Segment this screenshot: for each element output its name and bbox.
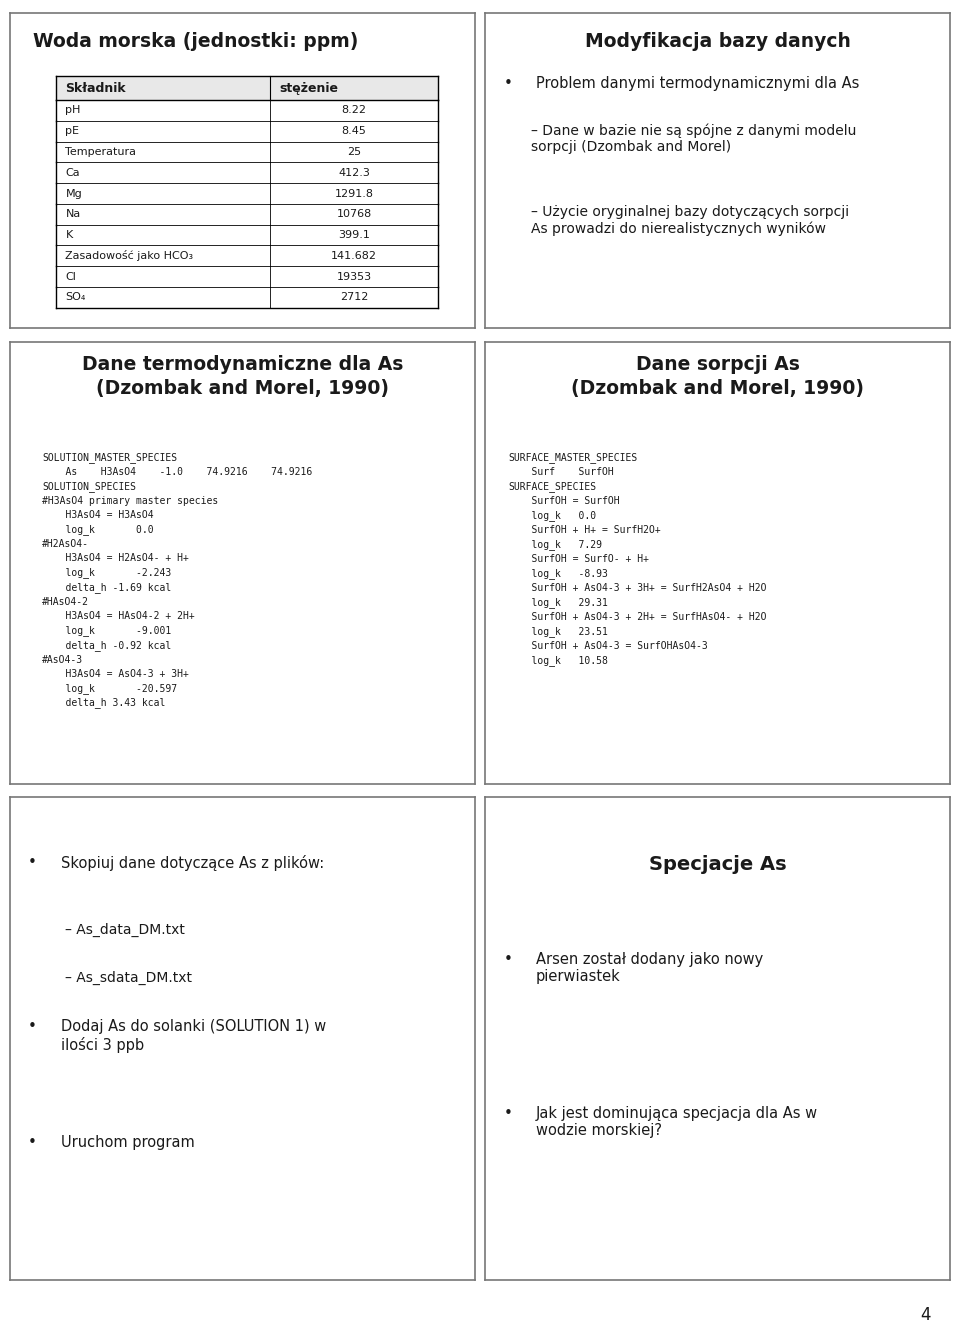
Text: Składnik: Składnik (65, 82, 126, 95)
Text: – As_sdata_DM.txt: – As_sdata_DM.txt (65, 972, 192, 985)
Text: 141.682: 141.682 (331, 251, 377, 261)
Text: Woda morska (jednostki: ppm): Woda morska (jednostki: ppm) (33, 32, 358, 51)
Text: Arsen został dodany jako nowy
pierwiastek: Arsen został dodany jako nowy pierwiaste… (536, 951, 763, 984)
Text: 399.1: 399.1 (338, 230, 370, 240)
Text: Dane sorpcji As
(Dzombak and Morel, 1990): Dane sorpcji As (Dzombak and Morel, 1990… (571, 355, 864, 398)
Text: Problem danymi termodynamicznymi dla As: Problem danymi termodynamicznymi dla As (536, 76, 859, 91)
Text: 10768: 10768 (336, 209, 372, 220)
Text: 1291.8: 1291.8 (334, 189, 373, 198)
Text: Cl: Cl (65, 272, 77, 281)
Text: 8.45: 8.45 (342, 126, 367, 137)
Text: Ca: Ca (65, 168, 80, 178)
Text: pE: pE (65, 126, 80, 137)
Text: Uruchom program: Uruchom program (60, 1135, 195, 1150)
Text: Modyfikacja bazy danych: Modyfikacja bazy danych (585, 32, 851, 51)
Text: stężenie: stężenie (279, 82, 338, 95)
Text: •: • (28, 1020, 37, 1034)
Text: SURFACE_MASTER_SPECIES
    Surf    SurfOH
SURFACE_SPECIES
    SurfOH = SurfOH
  : SURFACE_MASTER_SPECIES Surf SurfOH SURFA… (508, 453, 767, 666)
Text: SOLUTION_MASTER_SPECIES
    As    H3AsO4    -1.0    74.9216    74.9216
SOLUTION_: SOLUTION_MASTER_SPECIES As H3AsO4 -1.0 7… (42, 453, 312, 709)
Text: 4: 4 (921, 1306, 931, 1324)
Text: Dodaj As do solanki (SOLUTION 1) w
ilości 3 ppb: Dodaj As do solanki (SOLUTION 1) w ilośc… (60, 1020, 326, 1053)
Text: – Dane w bazie nie są spójne z danymi modelu
sorpcji (Dzombak and Morel): – Dane w bazie nie są spójne z danymi mo… (532, 123, 856, 154)
Text: Zasadowość jako HCO₃: Zasadowość jako HCO₃ (65, 251, 194, 261)
Text: 2712: 2712 (340, 292, 368, 303)
Text: 19353: 19353 (336, 272, 372, 281)
Text: Specjacje As: Specjacje As (649, 855, 786, 874)
Text: 412.3: 412.3 (338, 168, 370, 178)
Text: pH: pH (65, 106, 81, 115)
Text: •: • (503, 1106, 513, 1122)
Text: Dane termodynamiczne dla As
(Dzombak and Morel, 1990): Dane termodynamiczne dla As (Dzombak and… (82, 355, 403, 398)
Text: •: • (503, 76, 513, 91)
Text: •: • (503, 951, 513, 966)
Text: 25: 25 (347, 147, 361, 157)
Text: Skopiuj dane dotyczące As z plików:: Skopiuj dane dotyczące As z plików: (60, 855, 324, 871)
Text: Jak jest dominująca specjacja dla As w
wodzie morskiej?: Jak jest dominująca specjacja dla As w w… (536, 1106, 818, 1139)
Text: •: • (28, 1135, 37, 1150)
Text: Na: Na (65, 209, 81, 220)
Text: Temperatura: Temperatura (65, 147, 136, 157)
Text: SO₄: SO₄ (65, 292, 85, 303)
Text: – As_data_DM.txt: – As_data_DM.txt (65, 923, 185, 937)
Bar (56, 76, 438, 100)
Text: – Użycie oryginalnej bazy dotyczących sorpcji
As prowadzi do nierealistycznych w: – Użycie oryginalnej bazy dotyczących so… (532, 205, 850, 236)
Text: K: K (65, 230, 73, 240)
Text: 8.22: 8.22 (342, 106, 367, 115)
Text: Mg: Mg (65, 189, 83, 198)
Text: •: • (28, 855, 37, 870)
